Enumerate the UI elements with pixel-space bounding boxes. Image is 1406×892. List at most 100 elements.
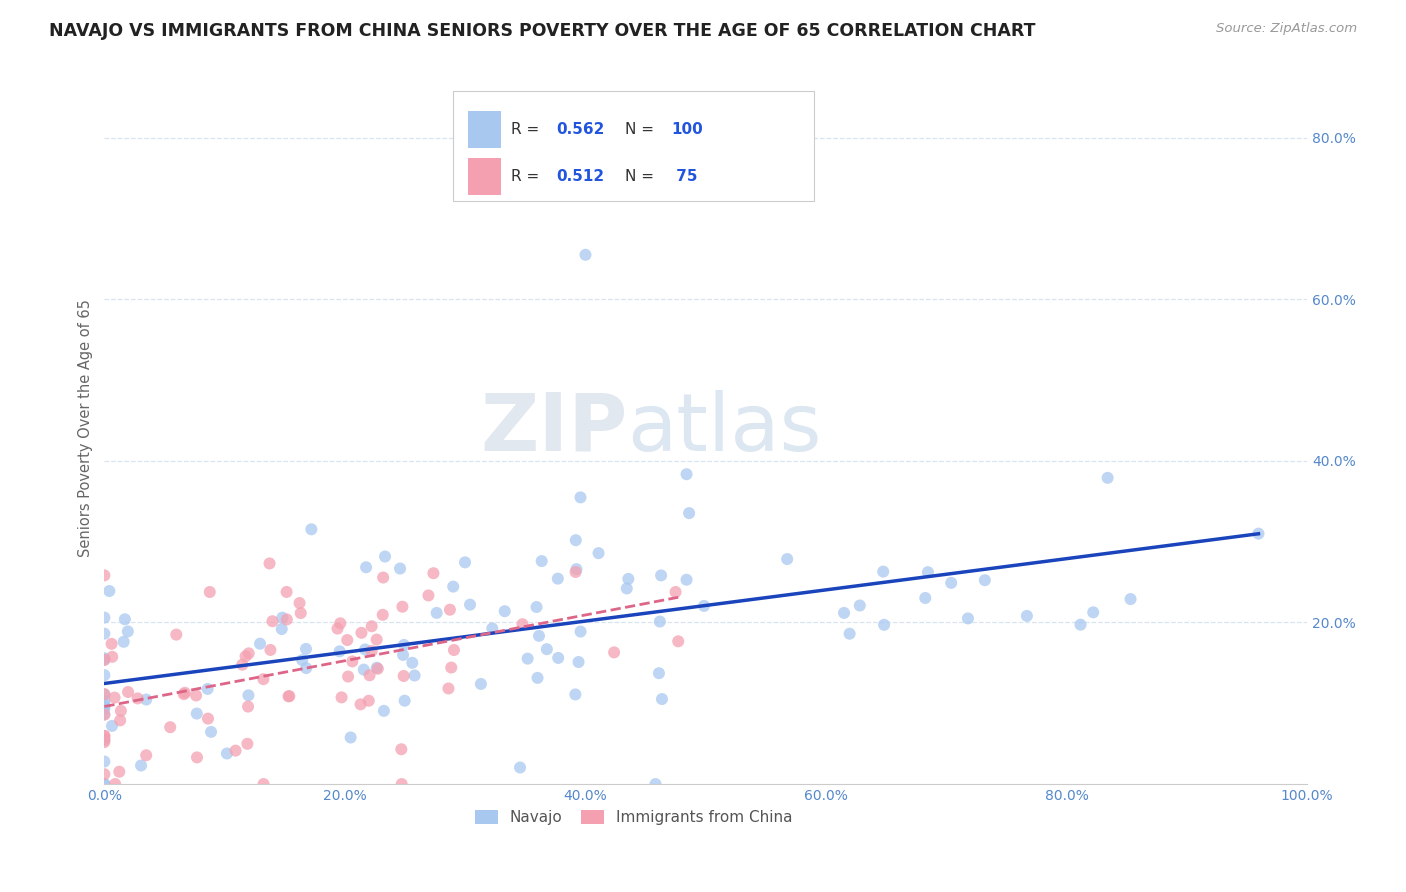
Point xyxy=(104,690,127,705)
Point xyxy=(360,644,382,658)
Point xyxy=(215,747,238,761)
Point xyxy=(288,596,311,610)
Point xyxy=(93,668,115,682)
Point xyxy=(186,750,208,764)
Point xyxy=(277,690,299,704)
Point xyxy=(391,599,413,614)
Point xyxy=(98,584,121,599)
Point xyxy=(174,686,197,700)
Point xyxy=(664,585,686,599)
Point xyxy=(93,688,115,702)
Point xyxy=(389,742,412,756)
Point xyxy=(93,729,115,743)
Point xyxy=(329,616,352,631)
Point xyxy=(238,688,260,702)
Point xyxy=(458,598,481,612)
Point xyxy=(392,648,415,662)
Point xyxy=(276,585,298,599)
Bar xyxy=(468,112,502,148)
Point xyxy=(93,653,115,667)
Point xyxy=(832,606,855,620)
Text: ZIP: ZIP xyxy=(481,390,627,467)
Point xyxy=(526,671,548,685)
Point xyxy=(440,660,463,674)
Text: R =: R = xyxy=(510,122,544,137)
Point xyxy=(617,572,640,586)
Point xyxy=(1015,608,1038,623)
Point xyxy=(93,735,115,749)
Point xyxy=(527,629,550,643)
Point xyxy=(565,562,588,576)
Point xyxy=(93,707,115,722)
Point xyxy=(329,644,352,658)
Point xyxy=(93,777,115,791)
Point xyxy=(336,633,359,648)
Point xyxy=(357,694,380,708)
Legend: Navajo, Immigrants from China: Navajo, Immigrants from China xyxy=(470,805,797,830)
Point xyxy=(278,689,301,703)
Point xyxy=(271,610,294,624)
Point xyxy=(231,657,253,672)
Point xyxy=(564,688,586,702)
Point xyxy=(675,467,697,482)
Point xyxy=(238,646,260,660)
Text: N =: N = xyxy=(626,169,659,184)
Point xyxy=(564,565,586,579)
Point xyxy=(441,580,464,594)
Text: N =: N = xyxy=(626,122,659,137)
Point xyxy=(391,777,413,791)
Point xyxy=(644,777,666,791)
Point xyxy=(236,737,259,751)
Point xyxy=(291,653,314,667)
Text: 100: 100 xyxy=(671,122,703,137)
Point xyxy=(350,625,373,640)
Point xyxy=(394,694,416,708)
Point xyxy=(1083,605,1105,619)
Point xyxy=(675,573,697,587)
Point xyxy=(236,699,259,714)
Point xyxy=(93,699,115,714)
Point xyxy=(371,607,394,622)
Point xyxy=(252,672,274,686)
Point xyxy=(366,661,388,675)
Point xyxy=(693,599,716,613)
Point xyxy=(678,506,700,520)
Point xyxy=(569,491,592,505)
Point xyxy=(1119,592,1142,607)
Point xyxy=(117,685,139,699)
Point xyxy=(326,622,349,636)
Point xyxy=(200,724,222,739)
Point xyxy=(547,572,569,586)
Point xyxy=(349,698,371,712)
Point xyxy=(93,777,115,791)
Point xyxy=(93,652,115,666)
Point xyxy=(100,637,122,651)
Point xyxy=(650,568,672,582)
Point xyxy=(225,744,247,758)
Point xyxy=(648,666,671,681)
Point xyxy=(259,643,281,657)
Point xyxy=(666,634,689,648)
Point xyxy=(108,764,131,779)
Point xyxy=(389,561,412,575)
Point xyxy=(93,568,115,582)
Point xyxy=(603,645,626,659)
Point xyxy=(135,692,157,706)
Point xyxy=(574,248,596,262)
Point xyxy=(526,600,548,615)
Point xyxy=(360,619,382,633)
Point xyxy=(359,668,381,682)
Point xyxy=(516,651,538,665)
FancyBboxPatch shape xyxy=(453,91,814,201)
Point xyxy=(1097,471,1119,485)
Point xyxy=(481,622,503,636)
Point xyxy=(567,655,589,669)
Point xyxy=(353,663,375,677)
Text: Source: ZipAtlas.com: Source: ZipAtlas.com xyxy=(1216,22,1357,36)
Point xyxy=(235,649,257,664)
Point xyxy=(648,615,671,629)
Point xyxy=(392,638,415,652)
Text: 0.512: 0.512 xyxy=(557,169,605,184)
Point xyxy=(117,624,139,639)
Text: 75: 75 xyxy=(671,169,697,184)
